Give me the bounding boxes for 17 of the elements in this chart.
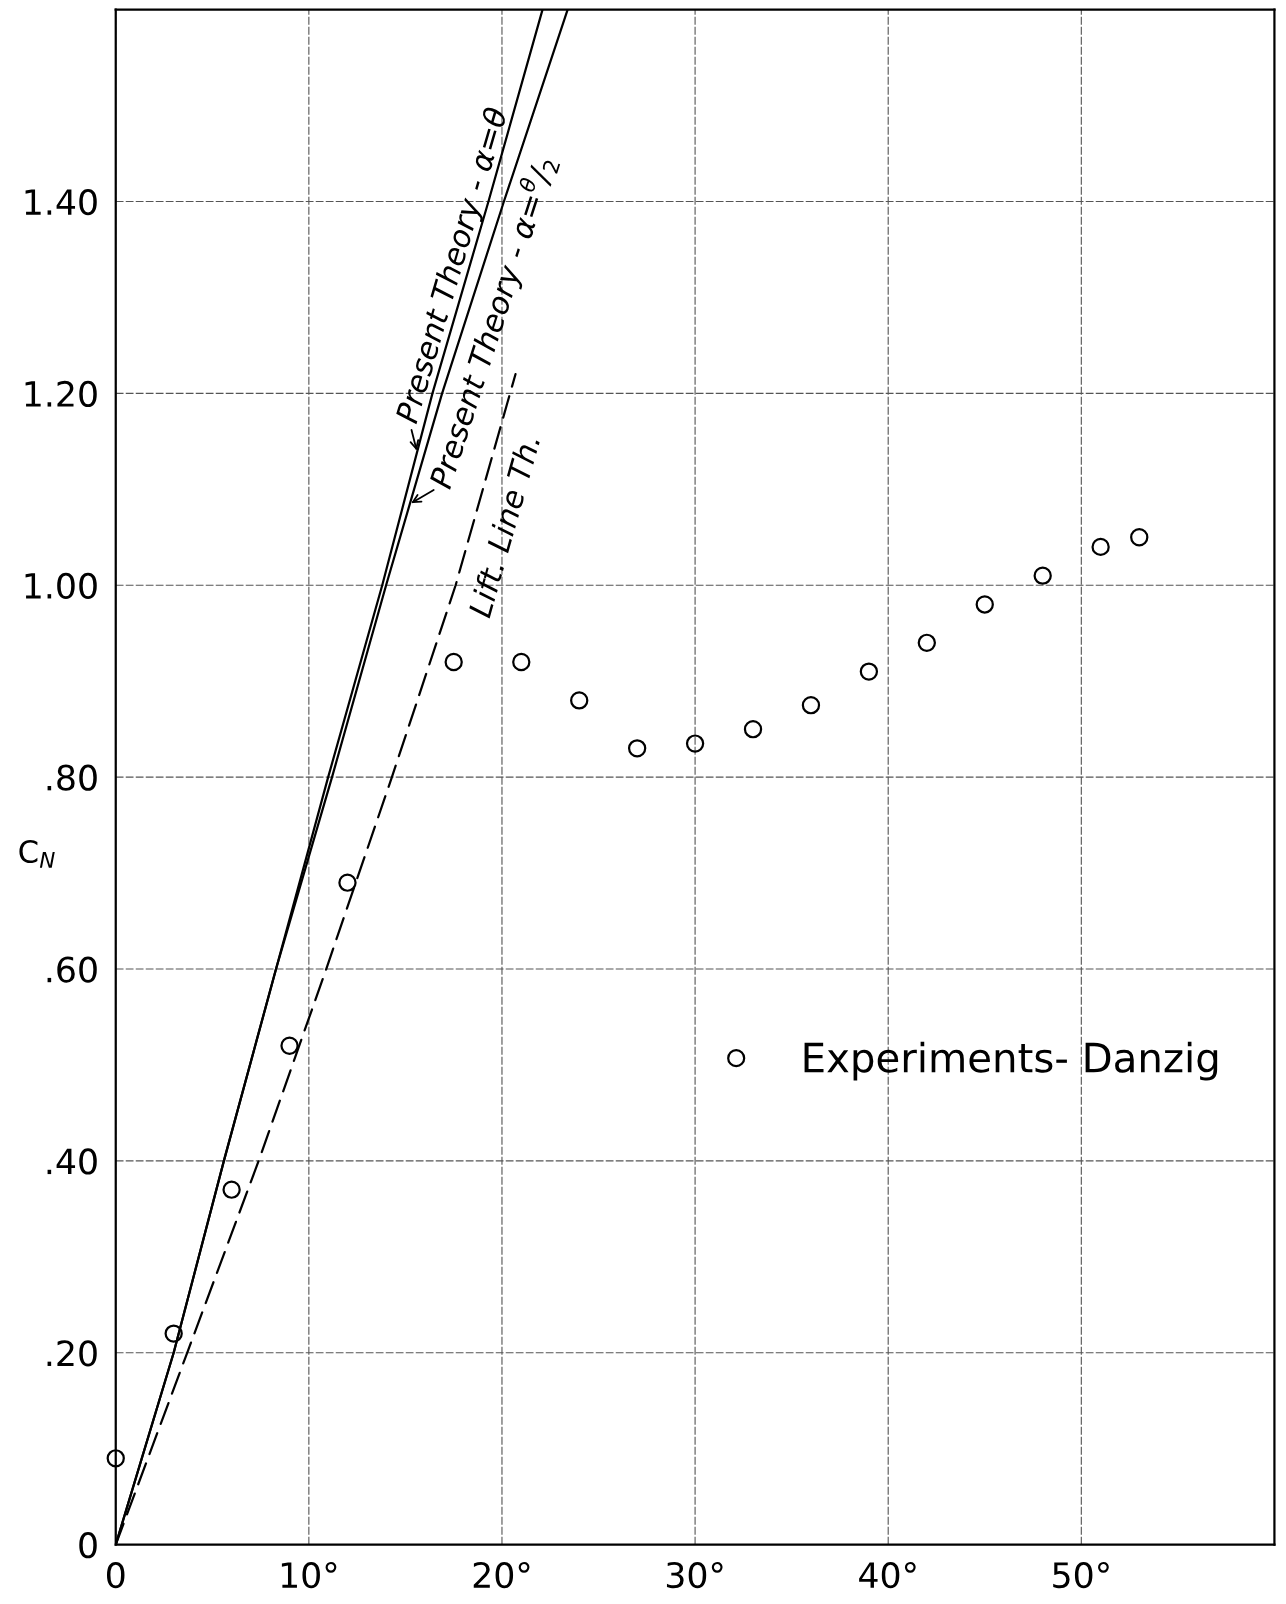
y-tick-label: .20: [47, 1340, 97, 1367]
y-tick-label: 1.40: [25, 188, 97, 216]
y-axis-title: C$_{N}$: [19, 839, 55, 868]
x-tick-label: 50°: [1053, 1561, 1109, 1589]
x-tick-label: 20°: [473, 1561, 530, 1589]
y-tick-label: 0: [79, 1532, 97, 1559]
y-tick-label: 1.00: [25, 572, 97, 599]
y-tick-label: .40: [47, 1148, 97, 1175]
x-tick-label: 30°: [666, 1561, 723, 1589]
y-tick-label: 1.20: [25, 380, 97, 408]
x-tick-label: 40°: [859, 1561, 916, 1589]
x-tick-label: 10°: [281, 1561, 337, 1589]
text: Lift. Line Th.: [467, 435, 541, 619]
legend-label: Experiments- Danzig: [804, 1041, 1218, 1081]
y-tick-label: .80: [47, 764, 97, 791]
x-tick-label: 0: [106, 1561, 125, 1589]
y-tick-label: .60: [47, 956, 97, 983]
